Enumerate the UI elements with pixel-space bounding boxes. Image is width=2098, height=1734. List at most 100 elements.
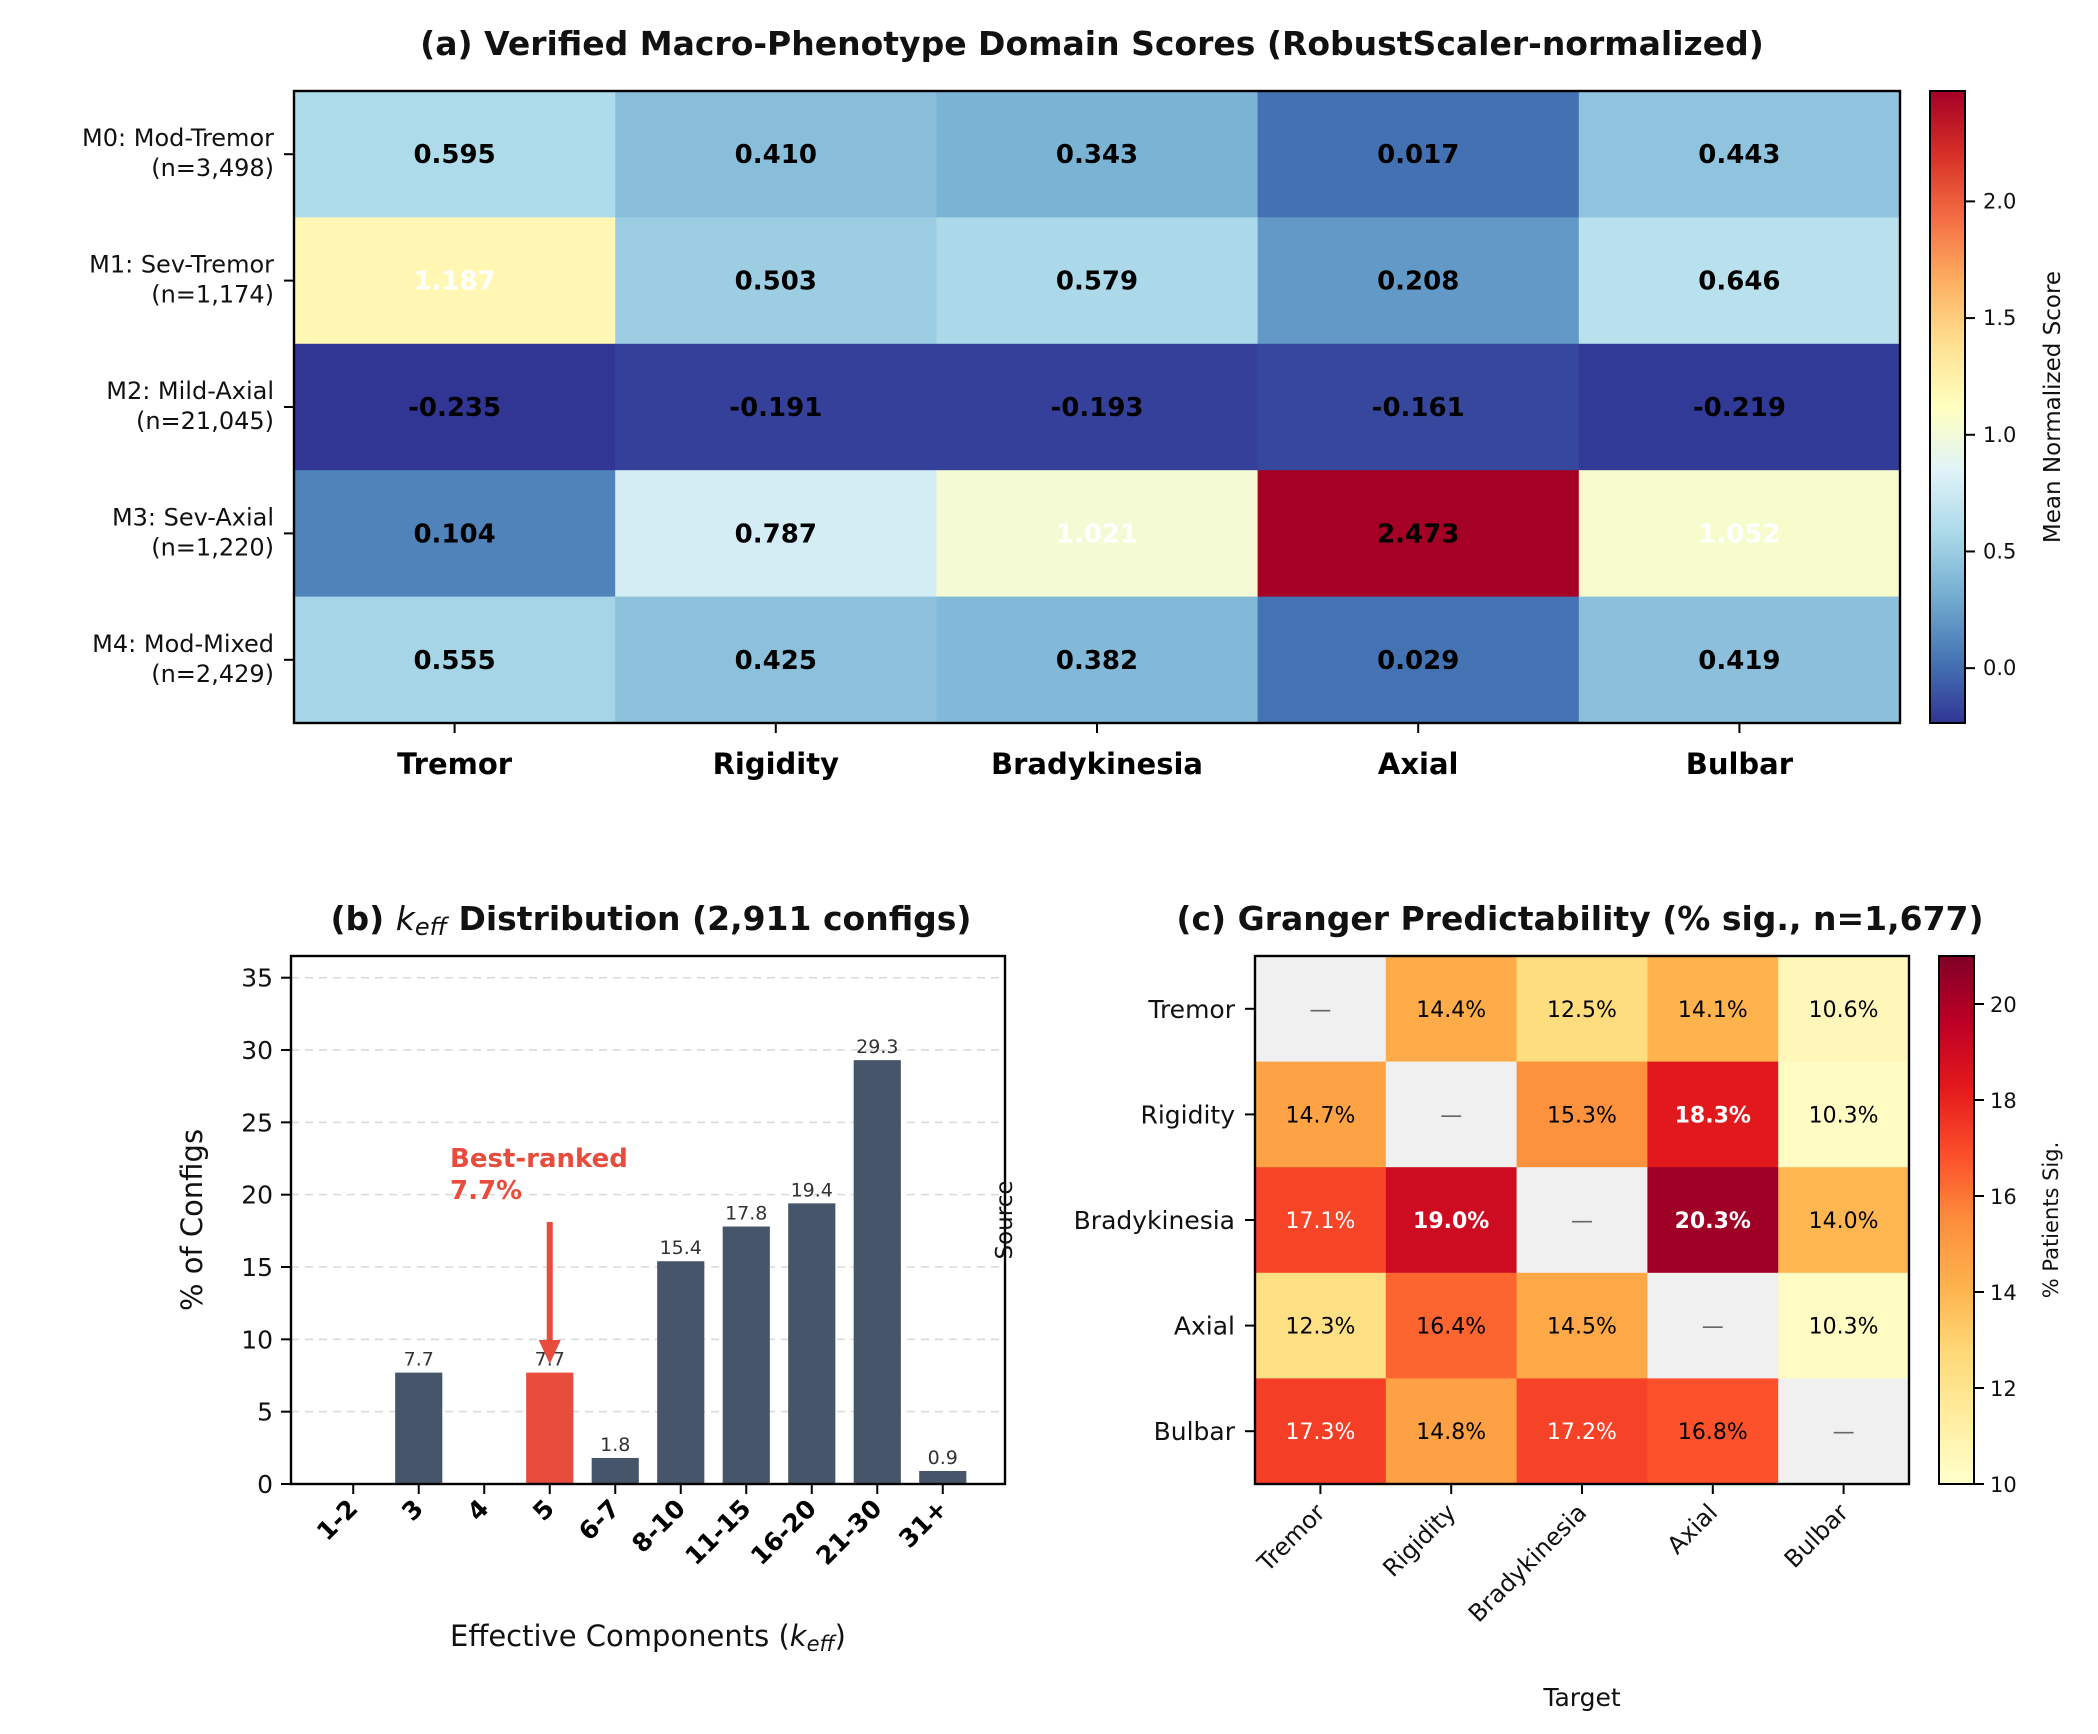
cell-value-label: 0.595 [413, 140, 495, 170]
heatmap-cell [1778, 1378, 1910, 1485]
cell-value-label: 17.3% [1285, 1420, 1355, 1445]
y-tick-label: 25 [241, 1108, 273, 1137]
annotation-label: Best-ranked 7.7% [450, 1144, 628, 1206]
cell-value-label: 18.3% [1675, 1103, 1751, 1128]
heatmap-cell [294, 596, 616, 724]
x-tick-label: Tremor [397, 747, 513, 781]
x-tick-label: 31+ [893, 1494, 953, 1554]
panel-c-colorbar [1938, 955, 1975, 1485]
cell-value-label: 14.1% [1678, 998, 1748, 1023]
panel-c-colorbar-label: % Patients Sig. [2039, 1142, 2063, 1299]
panel-a-heatmap: (a) Verified Macro-Phenotype Domain Scor… [82, 24, 2066, 781]
heatmap-cell [294, 470, 616, 598]
x-tick-label: Bradykinesia [991, 747, 1203, 781]
y-tick-label: 5 [257, 1398, 273, 1427]
cell-value-label: 1.052 [1698, 519, 1780, 549]
cell-value-label: 0.343 [1056, 140, 1138, 170]
heatmap-cell [1578, 343, 1901, 471]
cell-value-label: 0.555 [413, 646, 495, 676]
x-tick-label: 11-15 [679, 1494, 756, 1571]
cell-value-label: 14.0% [1809, 1209, 1879, 1234]
cell-value-label: 12.3% [1285, 1315, 1355, 1340]
cell-value-label: 2.473 [1377, 519, 1459, 549]
x-tick-label: 16-20 [745, 1494, 822, 1571]
colorbar-tick-label: 10 [1990, 1473, 2017, 1497]
bar [526, 1372, 574, 1484]
cell-value-label: 1.187 [413, 267, 495, 297]
cell-value-label: 0.104 [413, 519, 495, 549]
y-tick-label: M0: Mod-Tremor (n=3,498) [82, 124, 274, 182]
cell-value-label: 0.029 [1377, 646, 1459, 676]
cell-value-label: 16.8% [1678, 1420, 1748, 1445]
bar-value-label: 29.3 [856, 1036, 898, 1058]
colorbar-tick-label: 1.5 [1983, 306, 2016, 330]
panel-c-title: (c) Granger Predictability (% sig., n=1,… [1176, 899, 1983, 938]
bar [591, 1457, 639, 1484]
x-tick-label: 5 [527, 1494, 560, 1527]
heatmap-cell [936, 91, 1259, 218]
colorbar-tick-label: 16 [1990, 1185, 2017, 1209]
cell-value-label: -0.235 [408, 393, 501, 423]
heatmap-cell [1255, 1272, 1387, 1379]
panel-b-bar-chart: (b) keff Distribution (2,911 configs) 7.… [175, 899, 1007, 1656]
heatmap-cell [1647, 1167, 1779, 1274]
heatmap-cell [1257, 217, 1580, 345]
y-tick-label: 20 [241, 1181, 273, 1210]
panel-b-title: (b) keff Distribution (2,911 configs) [330, 899, 971, 941]
cell-value-label: 1.021 [1056, 519, 1138, 549]
heatmap-cell [615, 343, 937, 471]
colorbar-tick-label: 12 [1990, 1377, 2017, 1401]
cell-value-label: -0.193 [1050, 393, 1143, 423]
heatmap-cell [1257, 470, 1580, 598]
heatmap-cell [615, 470, 937, 598]
heatmap-cell [1385, 1167, 1518, 1274]
colorbar-tick-label: 0.0 [1983, 656, 2016, 680]
heatmap-cell [294, 343, 616, 471]
x-tick-label: Bulbar [1686, 747, 1794, 781]
heatmap-cell [1647, 1378, 1779, 1485]
heatmap-cell [1516, 1167, 1648, 1274]
y-tick-label: Axial [1174, 1312, 1235, 1341]
x-tick-label: 1-2 [311, 1494, 363, 1546]
cell-value-label: 0.208 [1377, 267, 1459, 297]
panel-a-axes: Tremor Rigidity Bradykinesia Axial Bulbar M0:… [82, 124, 1794, 781]
cell-value-label: -0.161 [1372, 393, 1465, 423]
y-tick-label: M3: Sev-Axial (n=1,220) [112, 503, 274, 561]
cell-value-label: — [1309, 998, 1331, 1023]
heatmap-cell [1516, 1272, 1648, 1379]
heatmap-cell [294, 217, 616, 345]
y-tick-label: Bradykinesia [1074, 1206, 1235, 1235]
colorbar-tick-label: 14 [1990, 1281, 2017, 1305]
heatmap-cell [1255, 1378, 1387, 1485]
y-tick-label: M2: Mild-Axial (n=21,045) [106, 377, 274, 435]
panel-b-frame [289, 954, 1007, 1486]
bar [657, 1261, 705, 1484]
cell-value-label: 10.3% [1809, 1103, 1879, 1128]
cell-value-label: 19.0% [1413, 1209, 1489, 1234]
heatmap-cell [1257, 91, 1580, 218]
panel-c-colorbar-ticks: 10 12 14 16 18 20 [1974, 993, 2017, 1497]
colorbar-tick-label: 18 [1990, 1089, 2017, 1113]
y-tick-label: 15 [241, 1253, 273, 1282]
x-tick-label: 3 [396, 1494, 429, 1527]
panel-c-xlabel: Target [1542, 1683, 1621, 1712]
cell-value-label: 0.382 [1056, 646, 1138, 676]
cell-value-label: 0.443 [1698, 140, 1780, 170]
panel-b-ylabel: % of Configs [175, 1129, 209, 1311]
bar-value-label: 1.8 [600, 1434, 630, 1456]
heatmap-cell [936, 596, 1259, 724]
panel-a-title: (a) Verified Macro-Phenotype Domain Scor… [420, 24, 1764, 63]
cell-value-label: 12.5% [1547, 998, 1617, 1023]
bar-value-label: 19.4 [791, 1179, 833, 1201]
heatmap-cell [1647, 1272, 1779, 1379]
cell-value-label: 0.410 [735, 140, 817, 170]
heatmap-cell [1255, 1061, 1387, 1168]
cell-value-label: — [1833, 1420, 1855, 1445]
x-tick-label: Axial [1378, 747, 1459, 781]
bar [919, 1470, 967, 1484]
heatmap-cell [1578, 217, 1901, 345]
heatmap-cell [1647, 956, 1779, 1063]
cell-value-label: 0.017 [1377, 140, 1459, 170]
heatmap-cell [1778, 1061, 1910, 1168]
panel-c-cells: — 14.4% 12.5% 14.1% 10.6% 14.7% — 15.3% 18.3% 10.… [1255, 956, 1910, 1485]
